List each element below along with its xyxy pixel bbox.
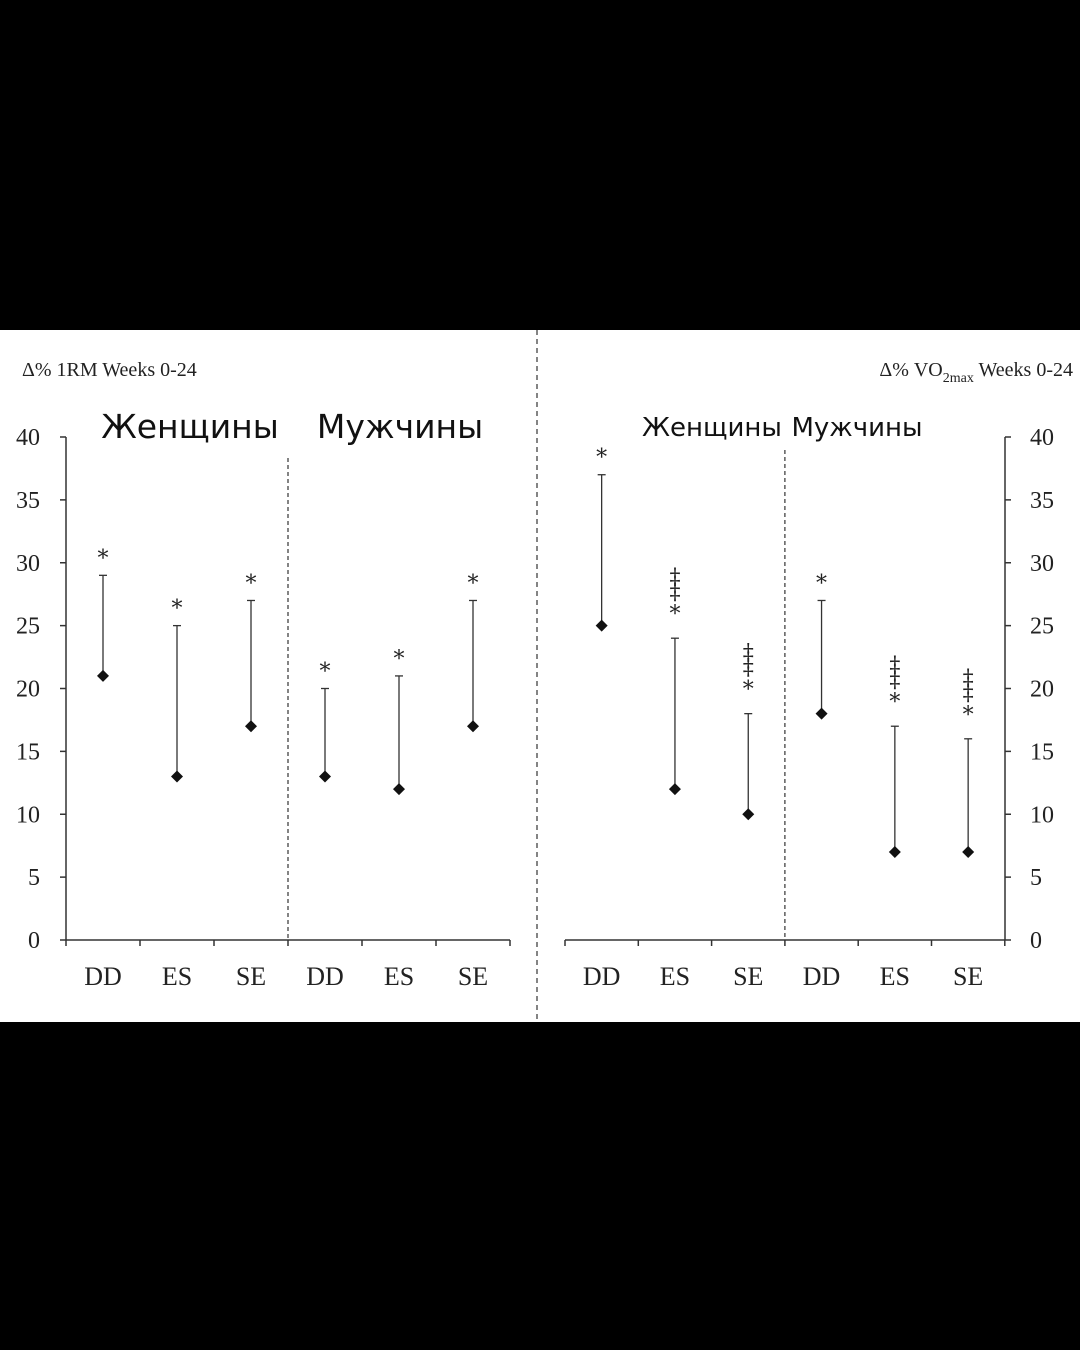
significance-marker: * [468, 571, 479, 596]
significance-marker: * [172, 597, 183, 622]
y-tick-label: 40 [16, 425, 40, 451]
category-label: SE [953, 962, 983, 991]
y-tick-label: 30 [1030, 551, 1054, 577]
significance-glyph: * [963, 703, 974, 728]
group-label: Женщины [642, 413, 782, 443]
significance-glyph: ‡ [743, 656, 754, 681]
significance-marker: ‡ ‡ * [889, 653, 900, 715]
y-axis-label-sub: 2max [943, 371, 974, 386]
y-axis-label: Δ% VO2max Weeks 0-24 [879, 359, 1073, 386]
significance-glyph: * [669, 602, 680, 627]
y-tick-label: 40 [1030, 425, 1054, 451]
chart-1rm: Δ% 1RM Weeks 0-24 0 5 10 15 20 25 30 35 40 Женщины… [16, 359, 511, 991]
figure-panel: Δ% 1RM Weeks 0-24 0 5 10 15 20 25 30 35 40 Женщины… [0, 330, 1080, 1022]
significance-marker: * [320, 660, 331, 685]
significance-glyph: * [889, 690, 900, 715]
y-tick-label: 20 [16, 677, 40, 703]
mean-point [245, 720, 257, 733]
category-label: ES [384, 962, 414, 991]
mean-point [888, 845, 901, 858]
significance-marker: * [394, 647, 405, 672]
y-tick-label: 35 [1030, 488, 1054, 514]
significance-marker: * [98, 546, 109, 571]
significance-glyph: ‡ [889, 668, 900, 693]
group-label: Мужчины [317, 407, 483, 446]
mean-point [467, 720, 479, 733]
mean-point [319, 770, 331, 783]
significance-marker: * [596, 446, 607, 471]
category-label: DD [583, 962, 621, 991]
mean-point [742, 808, 755, 821]
category-label: ES [880, 962, 910, 991]
mean-point [97, 669, 109, 682]
y-axis-label-suffix: Weeks 0-24 [974, 359, 1073, 381]
significance-glyph: * [743, 678, 754, 703]
y-tick-label: 30 [16, 551, 40, 577]
y-axis-label-prefix: Δ% VO [879, 359, 942, 381]
figure-svg: Δ% 1RM Weeks 0-24 0 5 10 15 20 25 30 35 40 Женщины… [16, 330, 1073, 1022]
y-tick-label: 15 [1030, 739, 1054, 765]
significance-glyph: ‡ [669, 580, 680, 605]
y-tick-label: 5 [1030, 865, 1042, 891]
y-tick-label: 35 [16, 488, 40, 514]
y-tick-label: 0 [1030, 928, 1042, 954]
mean-point [171, 770, 183, 783]
significance-glyph: ‡ [963, 681, 974, 706]
significance-glyph: ‡ [743, 641, 754, 666]
significance-marker: * [816, 571, 827, 596]
group-label: Женщины [101, 407, 279, 446]
y-tick-label: 25 [1030, 614, 1054, 640]
y-tick-label: 10 [16, 802, 40, 828]
y-tick-label: 10 [1030, 802, 1054, 828]
mean-point [962, 845, 975, 858]
y-axis-label: Δ% 1RM Weeks 0-24 [22, 359, 197, 381]
category-label: SE [458, 962, 488, 991]
category-label: DD [306, 962, 344, 991]
category-label: SE [236, 962, 266, 991]
mean-point [393, 783, 405, 796]
category-label: DD [84, 962, 122, 991]
mean-point [668, 783, 681, 796]
y-tick-label: 20 [1030, 677, 1054, 703]
y-tick-label: 0 [28, 928, 40, 954]
significance-marker: * [246, 571, 257, 596]
group-label: Мужчины [791, 413, 922, 443]
significance-marker: ‡ ‡ * [669, 565, 680, 627]
mean-point [815, 707, 828, 720]
significance-glyph: ‡ [889, 653, 900, 678]
chart-vo2max: Δ% VO2max Weeks 0-24 0 5 10 15 20 25 30 35 40 Женщ… [564, 359, 1073, 991]
y-tick-label: 25 [16, 614, 40, 640]
significance-glyph: ‡ [963, 666, 974, 691]
y-tick-label: 5 [28, 865, 40, 891]
y-tick-label: 15 [16, 739, 40, 765]
significance-marker: ‡ ‡ * [963, 666, 974, 728]
significance-marker: ‡ ‡ * [743, 641, 754, 703]
mean-point [595, 619, 608, 632]
category-label: ES [660, 962, 690, 991]
category-label: ES [162, 962, 192, 991]
significance-glyph: ‡ [669, 565, 680, 590]
category-label: SE [733, 962, 763, 991]
category-label: DD [803, 962, 841, 991]
